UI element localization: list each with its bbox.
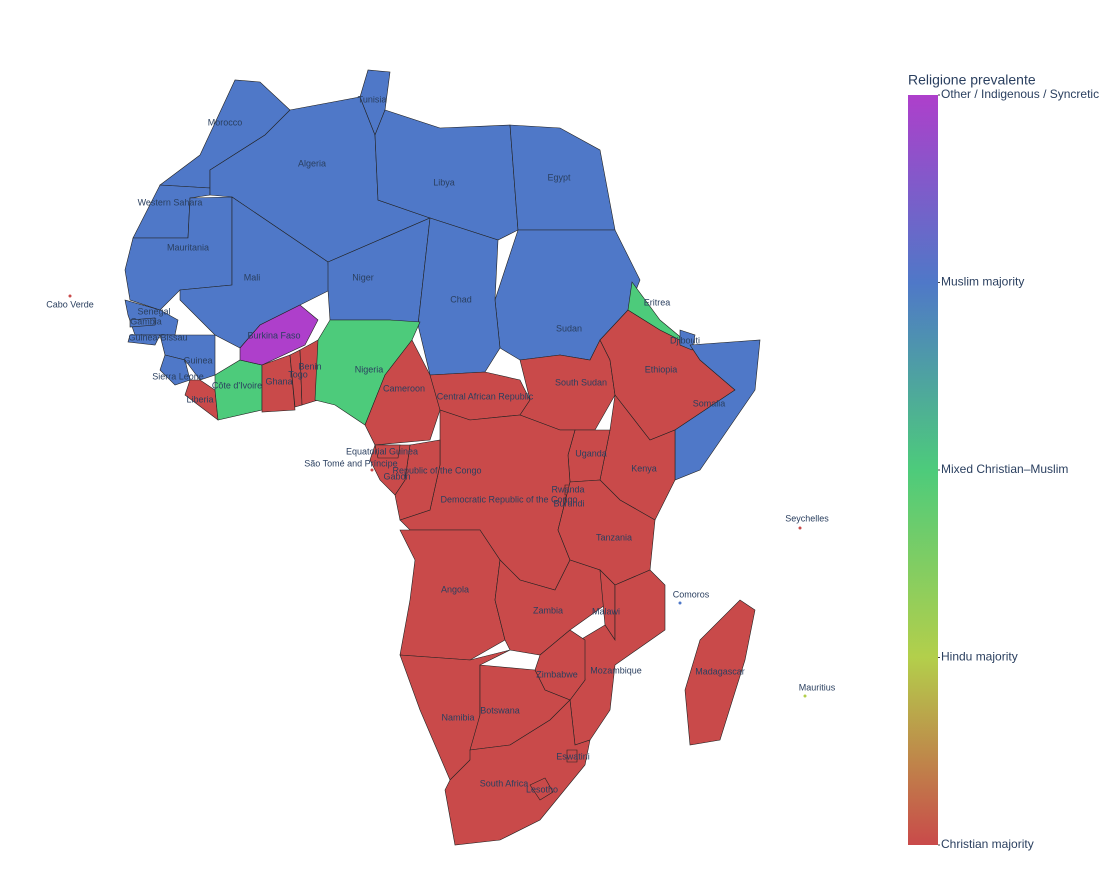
country: [239, 304, 319, 366]
country: [261, 354, 296, 413]
country-label: Mali: [244, 272, 261, 282]
country: [127, 334, 161, 346]
island: [803, 694, 807, 698]
country-label: Burundi: [553, 498, 584, 508]
country-label: Eritrea: [644, 297, 671, 307]
country-label: Malawi: [592, 606, 620, 616]
country-label: Zimbabwe: [536, 669, 578, 679]
country-label: Tanzania: [596, 532, 632, 542]
colorbar: [908, 95, 938, 845]
country-label: Eswatini: [556, 751, 590, 761]
country-label: Madagascar: [695, 666, 745, 676]
country: [627, 281, 691, 346]
country-label: Guinea: [183, 355, 212, 365]
country: [399, 529, 506, 661]
country-label: Angola: [441, 584, 469, 594]
country: [417, 217, 501, 376]
country-label: Lesotho: [526, 784, 558, 794]
country-label: Mauritania: [167, 242, 209, 252]
country-label: Namibia: [441, 712, 474, 722]
island: [370, 468, 374, 472]
country: [566, 749, 578, 763]
country-label: Western Sahara: [138, 197, 203, 207]
country-labels: Morocco Western Sahara Mauritania Algeria Tu…: [46, 94, 836, 794]
country-label: Guinea-Bissau: [128, 332, 187, 342]
country: [359, 69, 391, 136]
colorbar-title: Religione prevalente: [908, 72, 1036, 88]
colorbar-tick-label: Hindu majority: [941, 650, 1018, 664]
country-label: Cameroon: [383, 383, 425, 393]
country-label: Ethiopia: [645, 364, 678, 374]
country-label: Rwanda: [551, 484, 584, 494]
country-label: São Tomé and Príncipe: [304, 458, 397, 468]
country-label: Gambia: [130, 316, 162, 326]
country-label: Republic of the Congo: [392, 465, 481, 475]
country-label: Burkina Faso: [247, 330, 300, 340]
country-label: South Sudan: [555, 377, 607, 387]
country-label: Mozambique: [590, 665, 642, 675]
country-label: Seychelles: [785, 513, 829, 523]
country: [444, 699, 591, 846]
country: [684, 599, 756, 746]
country-label: Central African Republic: [437, 391, 534, 401]
country-label: Benin: [298, 361, 321, 371]
country-label: Morocco: [208, 117, 243, 127]
country-label: Senegal: [137, 306, 170, 316]
country-label: Botswana: [480, 705, 520, 715]
country-label: Nigeria: [355, 364, 384, 374]
country-label: Liberia: [186, 394, 213, 404]
country-label: Egypt: [547, 172, 571, 182]
island: [68, 294, 72, 298]
country: [374, 444, 401, 459]
island: [798, 526, 802, 530]
country-label: Sierra Leone: [152, 371, 204, 381]
country-label: Zambia: [533, 605, 563, 615]
country-label: Djibouti: [670, 335, 700, 345]
country-label: Sudan: [556, 323, 582, 333]
colorbar-tick-label: Mixed Christian–Muslim: [941, 462, 1068, 476]
country-label: Uganda: [575, 448, 607, 458]
country-label: Mauritius: [799, 682, 836, 692]
country-label: Cabo Verde: [46, 299, 94, 309]
country-label: Niger: [352, 272, 374, 282]
country-label: Chad: [450, 294, 472, 304]
country-label: Equatorial Guinea: [346, 446, 418, 456]
colorbar-tick-label: Muslim majority: [941, 275, 1024, 289]
country-label: Democratic Republic of the Congo: [440, 494, 577, 504]
country: [494, 559, 606, 656]
colorbar-tick-label: Other / Indigenous / Syncretic: [941, 87, 1099, 101]
country-label: Kenya: [631, 463, 657, 473]
countries: [68, 69, 807, 846]
country: [159, 354, 191, 386]
country-label: Togo: [288, 369, 308, 379]
country-label: Ghana: [265, 376, 292, 386]
country-label: Algeria: [298, 158, 326, 168]
country-label: Somalia: [693, 398, 726, 408]
country-label: Libya: [433, 177, 455, 187]
country: [129, 317, 156, 328]
country: [509, 124, 616, 231]
country-label: Côte d'Ivoire: [212, 380, 262, 390]
country-label: South Africa: [480, 778, 529, 788]
country: [529, 777, 554, 801]
island: [678, 601, 682, 605]
country-label: Gabon: [383, 471, 410, 481]
colorbar-tick-label: Christian majority: [941, 837, 1034, 851]
country-label: Comoros: [673, 589, 710, 599]
country-label: Tunisia: [358, 94, 387, 104]
